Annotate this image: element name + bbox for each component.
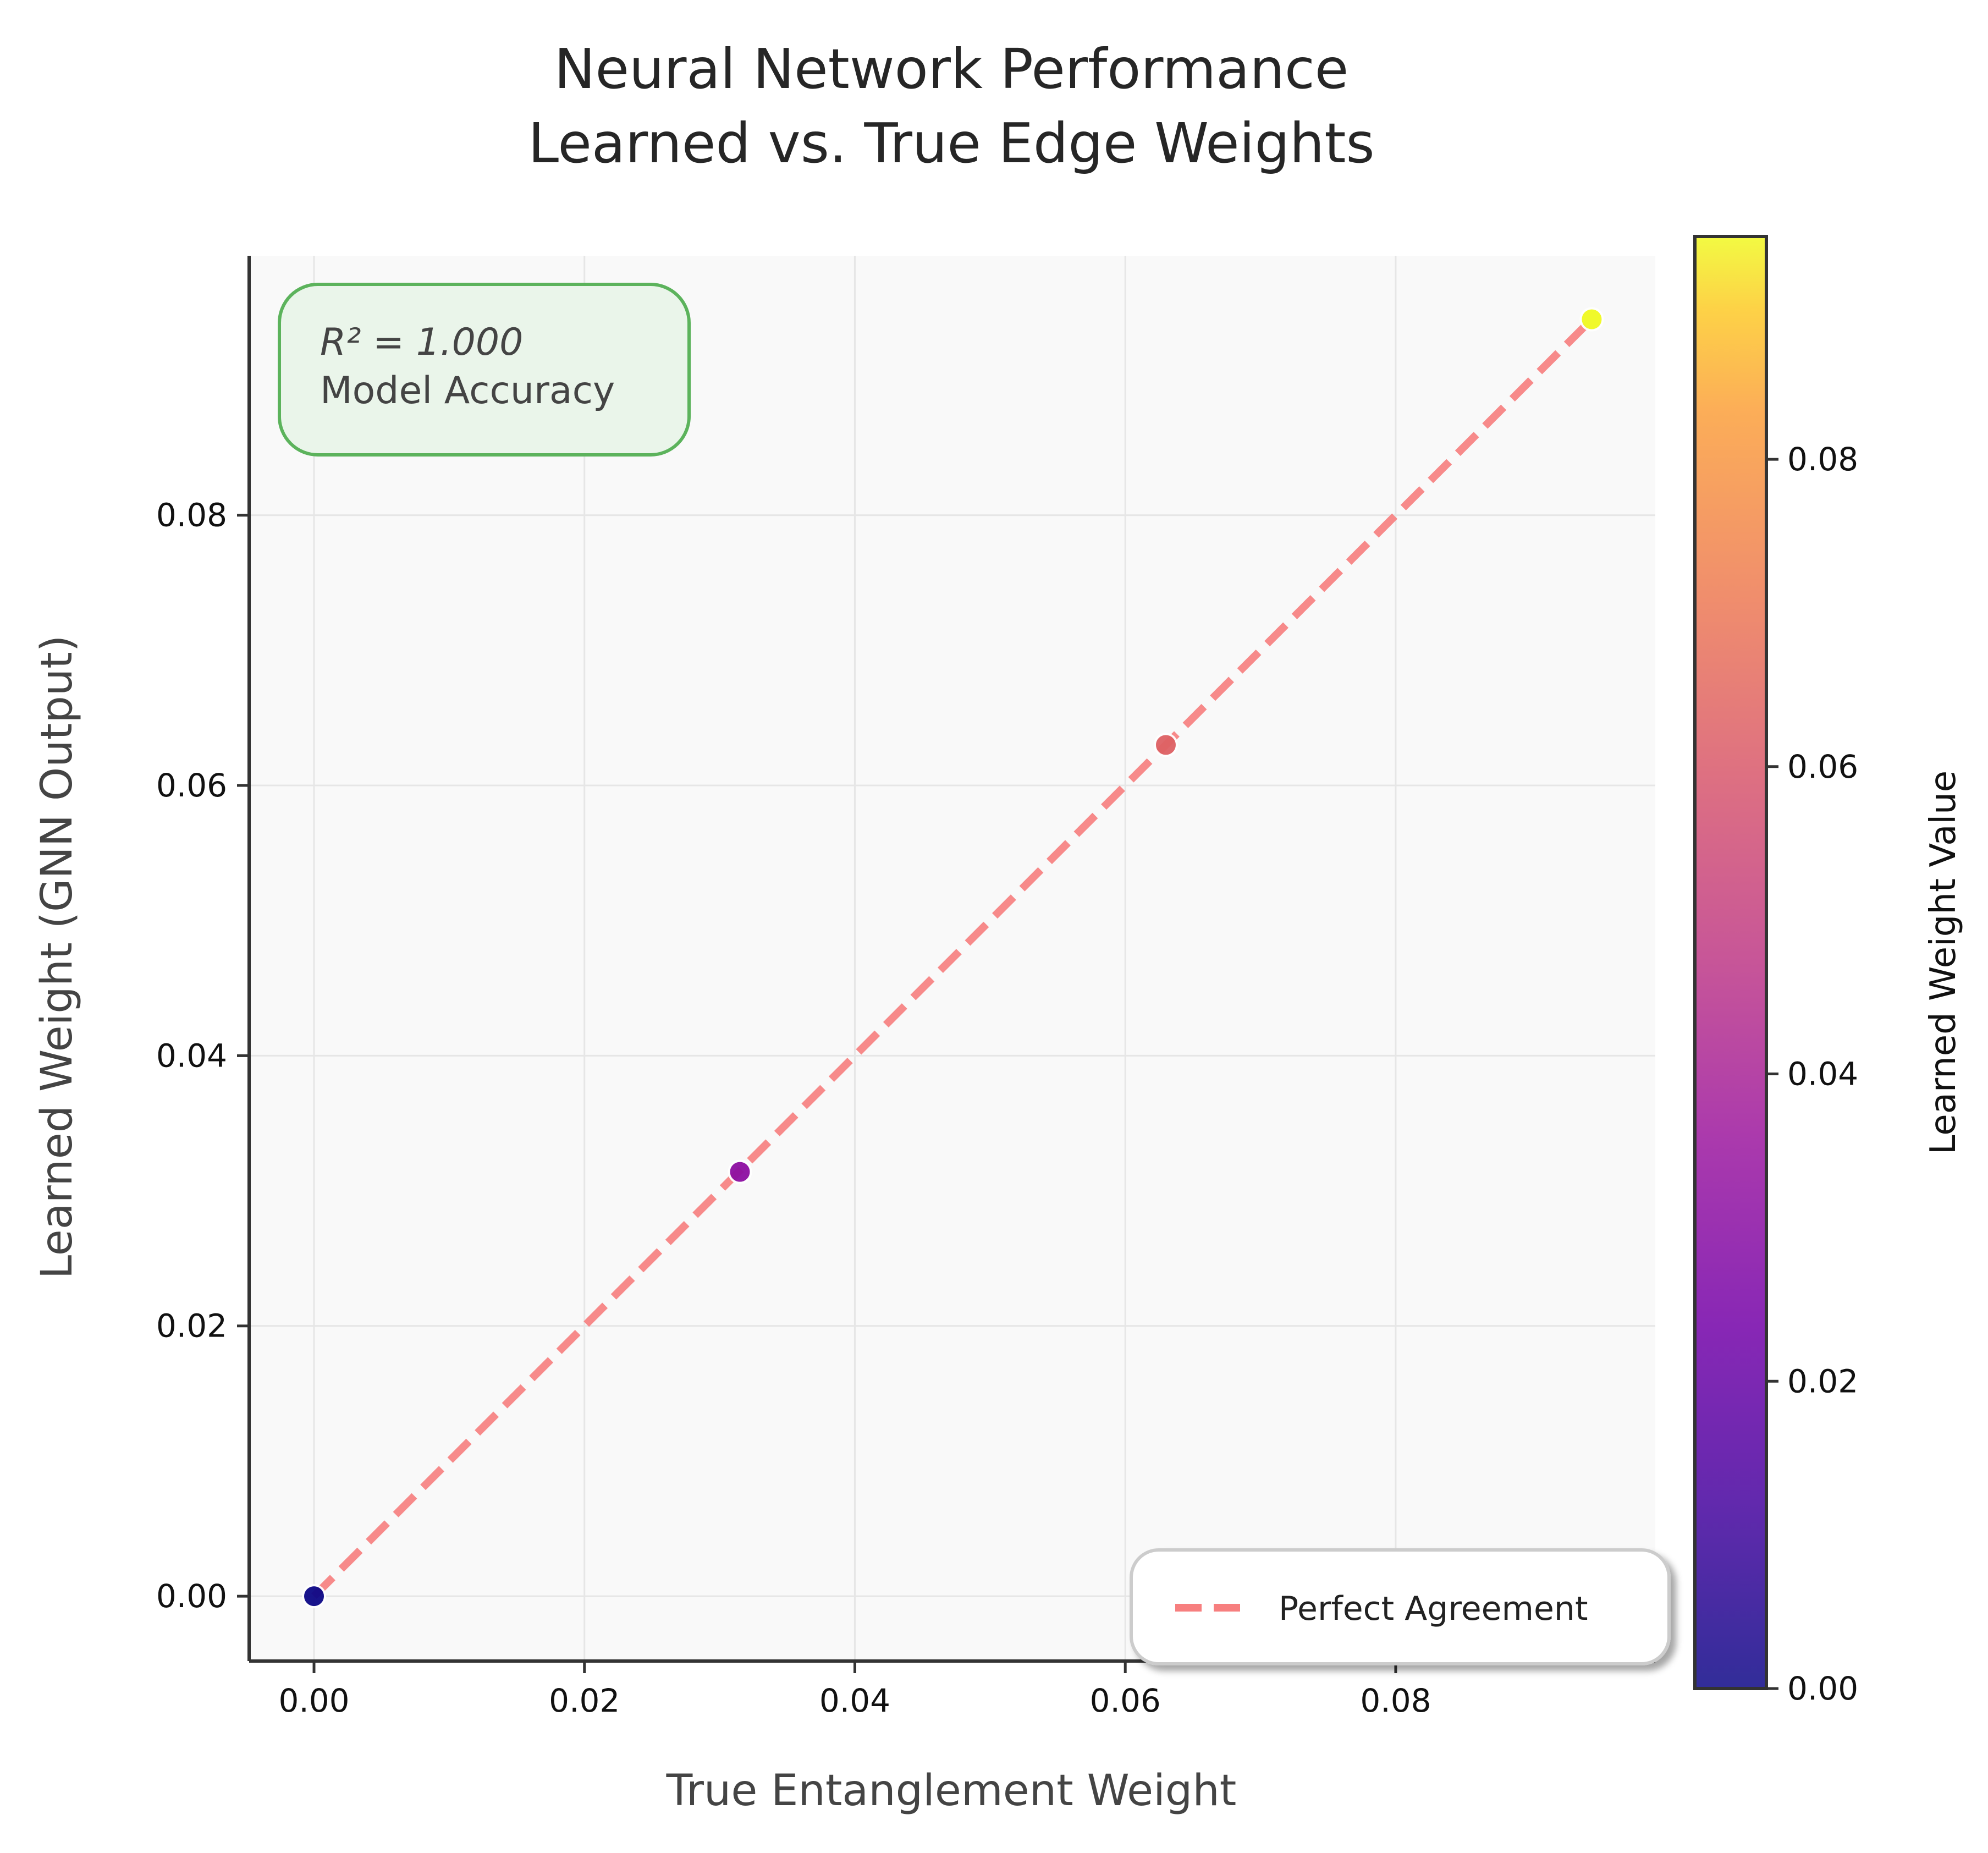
r2-value: R² = 1.000 bbox=[320, 321, 523, 364]
colorbar-ticks: 0.00 0.02 0.04 0.06 0.08 bbox=[1766, 441, 1858, 1707]
colorbar-tick-label: 0.08 bbox=[1787, 441, 1858, 478]
data-point bbox=[1579, 307, 1604, 332]
y-tick-label: 0.02 bbox=[156, 1307, 227, 1345]
annotation-label: Model Accuracy bbox=[320, 369, 615, 413]
chart-title-line-1: Neural Network Performance bbox=[554, 37, 1349, 101]
colorbar-tick-label: 0.04 bbox=[1787, 1055, 1858, 1093]
x-tick-label: 0.06 bbox=[1090, 1682, 1161, 1719]
data-point bbox=[1153, 733, 1178, 757]
y-tick-label: 0.00 bbox=[156, 1577, 227, 1615]
y-tick-label: 0.08 bbox=[156, 497, 227, 534]
x-tick-label: 0.02 bbox=[549, 1682, 620, 1719]
colorbar-tick-label: 0.00 bbox=[1787, 1670, 1858, 1707]
y-axis-label: Learned Weight (GNN Output) bbox=[32, 635, 82, 1279]
x-tick-label: 0.08 bbox=[1360, 1682, 1431, 1719]
legend: Perfect Agreement bbox=[1130, 1548, 1671, 1665]
colorbar bbox=[1695, 237, 1766, 1689]
gridlines bbox=[249, 256, 1655, 1661]
colorbar-tick-label: 0.06 bbox=[1787, 748, 1858, 785]
x-axis-ticks: 0.00 0.02 0.04 0.06 0.08 bbox=[278, 1661, 1431, 1719]
colorbar-label: Learned Weight Value bbox=[1923, 771, 1964, 1154]
colorbar-tick-label: 0.02 bbox=[1787, 1362, 1858, 1400]
legend-label: Perfect Agreement bbox=[1279, 1590, 1588, 1628]
chart-title-line-2: Learned vs. True Edge Weights bbox=[528, 111, 1374, 175]
scatter-points bbox=[302, 307, 1604, 1609]
x-tick-label: 0.04 bbox=[819, 1682, 890, 1719]
data-point bbox=[302, 1584, 327, 1609]
colorbar-frame bbox=[1693, 235, 1768, 1690]
r2-annotation: R² = 1.000 Model Accuracy bbox=[278, 283, 691, 457]
x-tick-label: 0.00 bbox=[278, 1682, 349, 1719]
x-axis-label: True Entanglement Weight bbox=[666, 1766, 1237, 1816]
data-point bbox=[728, 1159, 752, 1184]
y-tick-label: 0.04 bbox=[156, 1037, 227, 1074]
y-axis-ticks: 0.00 0.02 0.04 0.06 0.08 bbox=[156, 497, 249, 1615]
perfect-agreement-line bbox=[311, 316, 1595, 1599]
y-tick-label: 0.06 bbox=[156, 767, 227, 804]
